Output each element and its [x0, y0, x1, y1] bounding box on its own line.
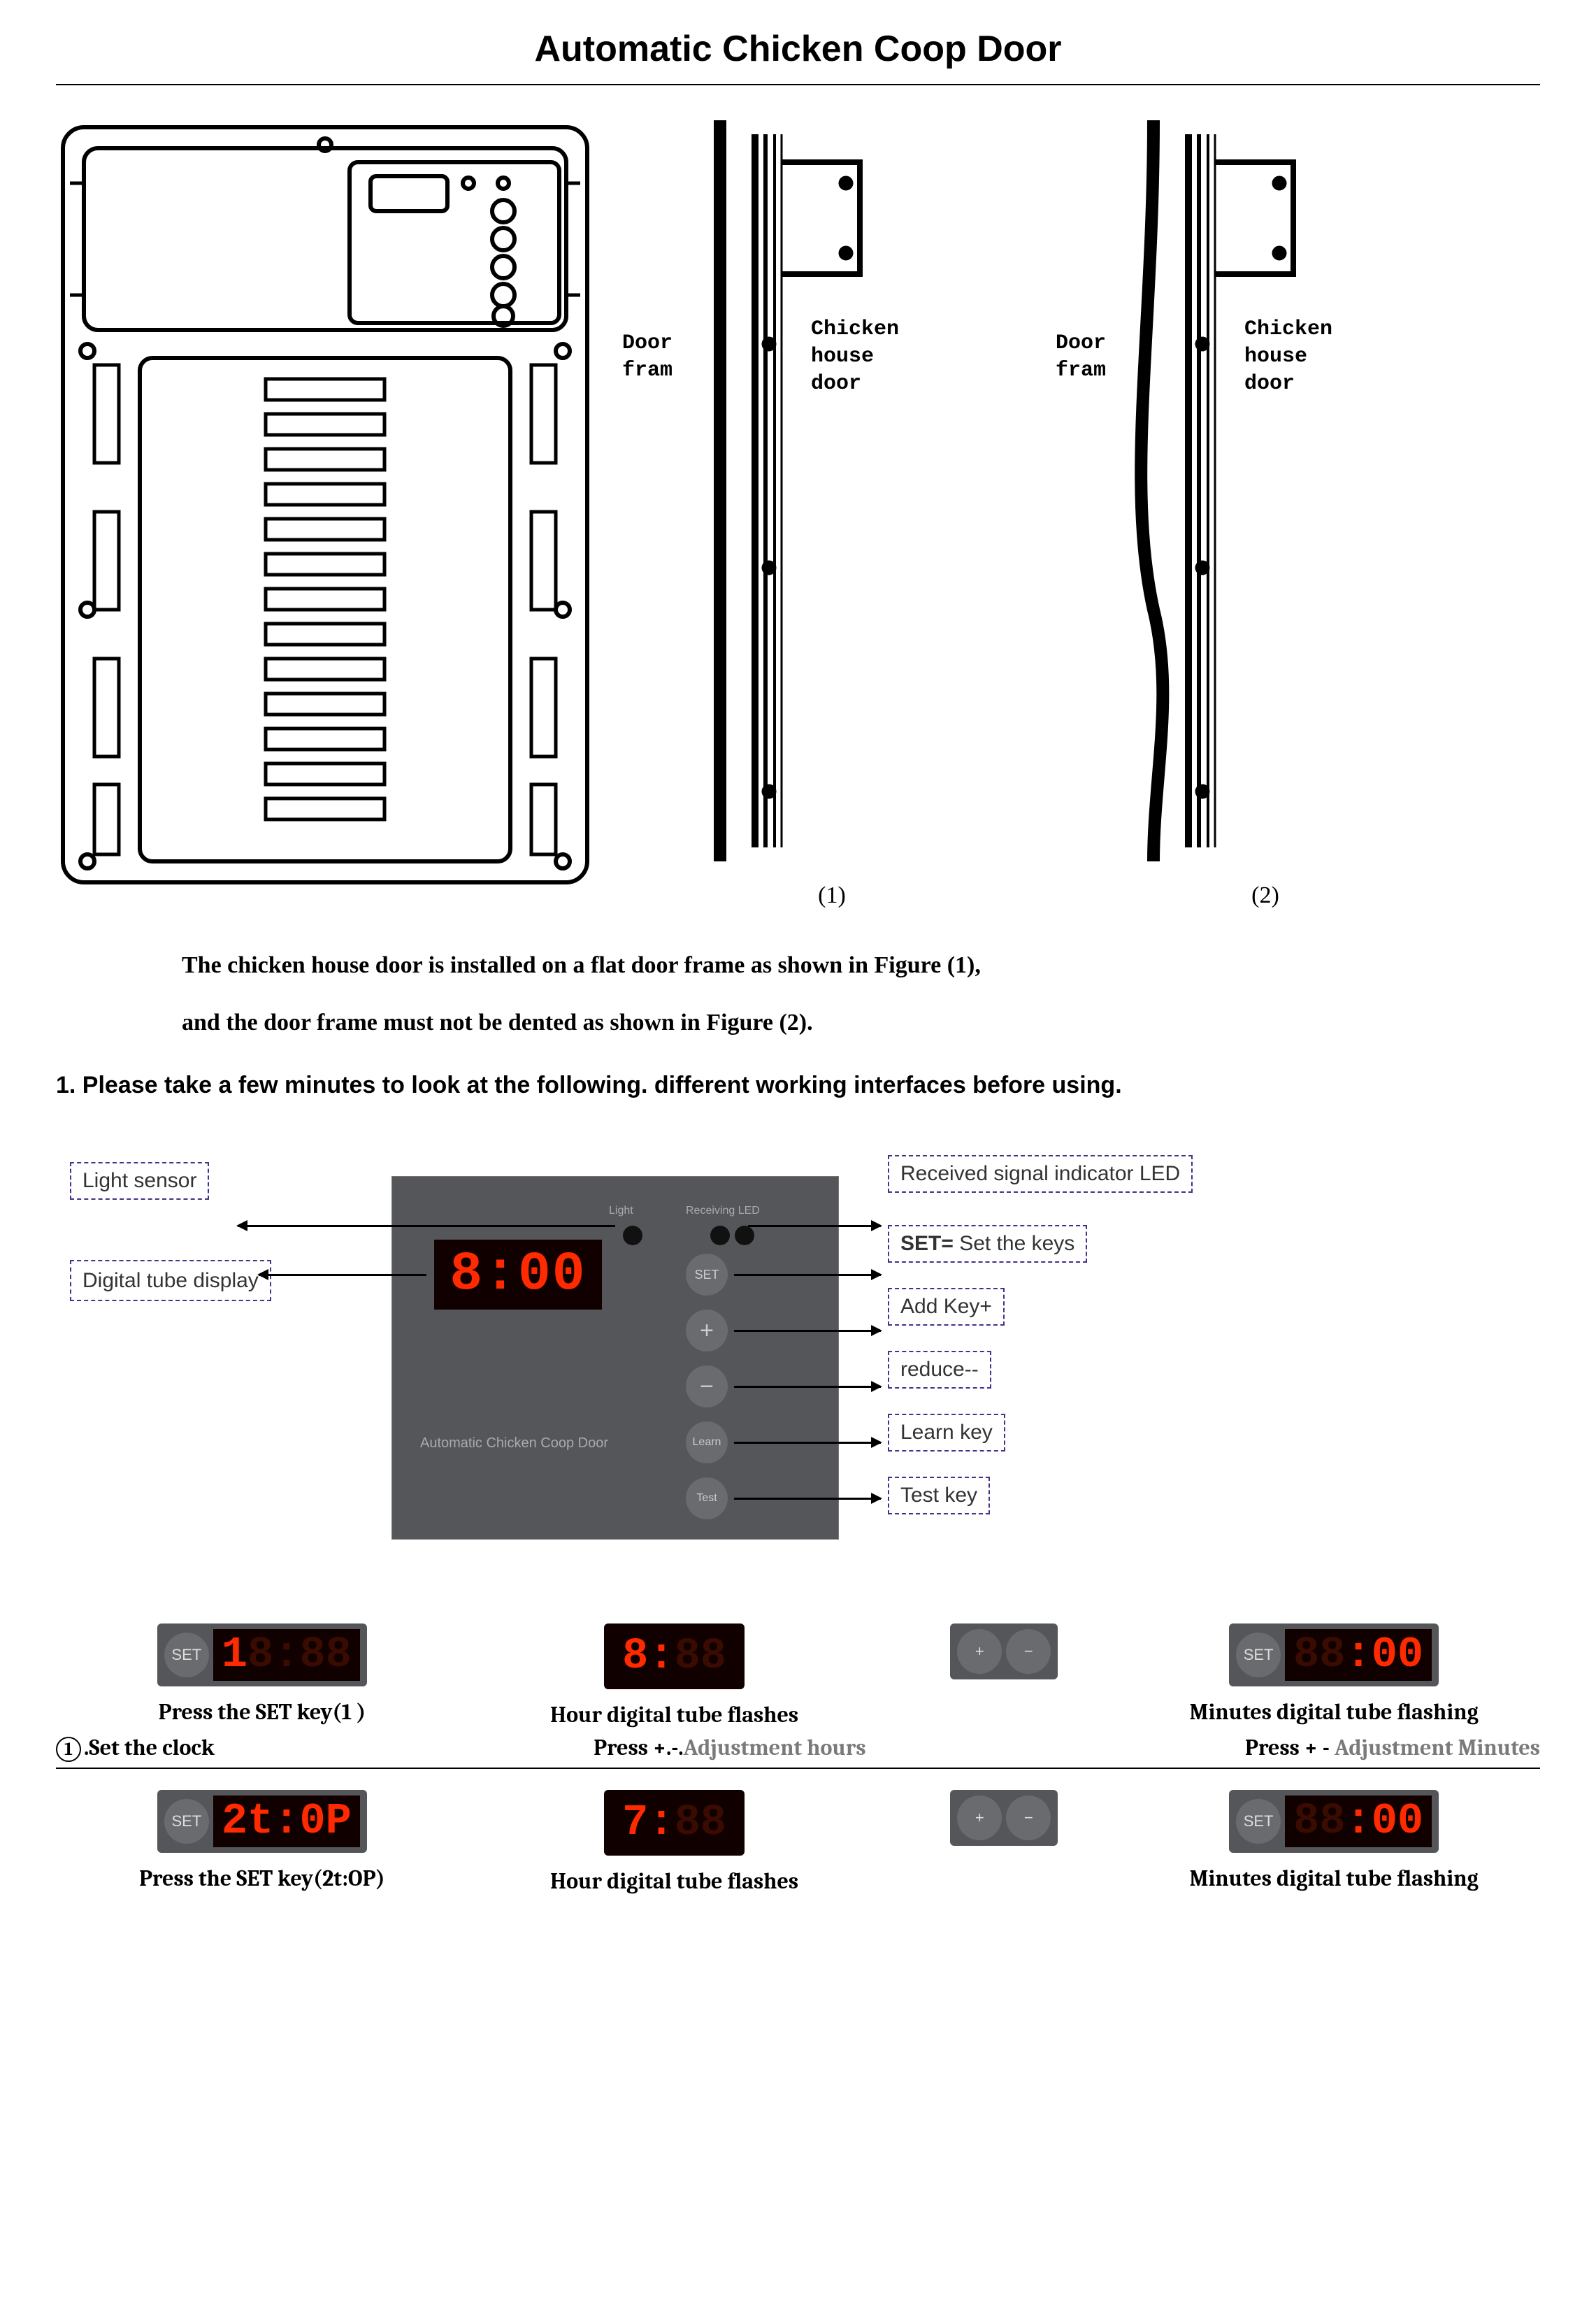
- r1c4-caption: Minutes digital tube flashing: [1128, 1699, 1540, 1725]
- r1c4-display: :00: [1346, 1630, 1424, 1679]
- learn-button[interactable]: Learn: [686, 1421, 728, 1463]
- receiving-label: Receiving LED: [686, 1205, 760, 1217]
- step1-cell1: SET 18:88 Press the SET key(1 ): [56, 1623, 468, 1725]
- callout-digital-tube: Digital tube display: [70, 1260, 271, 1301]
- r2c2-display: 7:: [622, 1798, 674, 1847]
- subrow-mid-bold: Press +.-.: [594, 1735, 684, 1761]
- callout-light-sensor: Light sensor: [70, 1162, 209, 1200]
- panel-brand-text: Automatic Chicken Coop Door: [420, 1435, 608, 1451]
- display-value: 8:00: [450, 1247, 586, 1302]
- r2c1-display: 2t:0P: [222, 1796, 352, 1846]
- receiving-led-dot: [710, 1226, 730, 1245]
- page-title: Automatic Chicken Coop Door: [56, 28, 1540, 85]
- panel-display: 8:00: [434, 1240, 602, 1310]
- panel-photo: 8:00 Light Receiving LED SET + − Learn T…: [391, 1176, 839, 1540]
- step2-cell2: 7:88 Hour digital tube flashes: [468, 1790, 881, 1894]
- receiving-led-dot-2: [735, 1226, 754, 1245]
- set-icon: SET: [1236, 1799, 1281, 1844]
- set-icon: SET: [164, 1799, 209, 1844]
- frame-label-2: Doorfram: [1056, 330, 1106, 385]
- plus-button[interactable]: +: [686, 1310, 728, 1352]
- subrow-right-grey: Adjustment Minutes: [1335, 1735, 1540, 1761]
- step2-cell1: SET 2t:0P Press the SET key(2t:OP): [56, 1790, 468, 1891]
- r1c2-display: 8:: [622, 1631, 674, 1681]
- steps-row-2: SET 2t:0P Press the SET key(2t:OP) 7:88 …: [56, 1790, 1540, 1894]
- plus-icon: +: [957, 1795, 1002, 1840]
- set-icon: SET: [1236, 1633, 1281, 1677]
- light-sensor-dot: [623, 1226, 642, 1245]
- frame-label-1: Doorfram: [622, 330, 673, 385]
- set-button[interactable]: SET: [686, 1254, 728, 1296]
- minus-icon: −: [1006, 1629, 1051, 1674]
- panel-callout-diagram: 8:00 Light Receiving LED SET + − Learn T…: [56, 1134, 1540, 1568]
- received-led-text: Received signal indicator LED: [900, 1162, 1180, 1185]
- fig-num-1: (1): [636, 882, 1028, 909]
- step2-cell3: + −: [880, 1790, 1128, 1858]
- section-1-heading: 1. Please take a few minutes to look at …: [56, 1072, 1540, 1099]
- steps-row-1: SET 18:88 Press the SET key(1 ) 8:88 Hou…: [56, 1623, 1540, 1728]
- front-view-diagram: [56, 120, 594, 889]
- r2c2-caption: Hour digital tube flashes: [468, 1868, 881, 1894]
- circle-num-1: 1: [56, 1737, 81, 1762]
- r1c1-display: 1: [222, 1630, 247, 1679]
- light-label: Light: [609, 1205, 633, 1217]
- subrow-left: 1.Set the clock: [56, 1735, 215, 1762]
- set-keys-text: Set the keys: [954, 1232, 1074, 1255]
- subrow-mid-grey: Adjustment hours: [684, 1735, 866, 1761]
- subrow-right: Press + - Adjustment Minutes: [1245, 1735, 1540, 1762]
- minus-icon: −: [1006, 1795, 1051, 1840]
- door-label-2: Chickenhousedoor: [1244, 316, 1332, 398]
- callout-reduce: reduce--: [888, 1351, 991, 1389]
- step1-cell3: + −: [880, 1623, 1128, 1692]
- door-label-1: Chickenhousedoor: [811, 316, 899, 398]
- callout-set-keys: SET= Set the keys: [888, 1225, 1087, 1263]
- step-subrow: 1.Set the clock Press +.-.Adjustment hou…: [56, 1735, 1540, 1769]
- set-icon: SET: [164, 1633, 209, 1677]
- callout-learn-key: Learn key: [888, 1414, 1005, 1451]
- diagrams-row: Doorfram Chickenhousedoor (1) Doorfra: [56, 120, 1540, 909]
- step1-cell2: 8:88 Hour digital tube flashes: [468, 1623, 881, 1728]
- step2-cell4: SET 88:00 Minutes digital tube flashing: [1128, 1790, 1540, 1891]
- install-line2: and the door frame must not be dented as…: [182, 994, 1540, 1052]
- plus-icon: +: [957, 1629, 1002, 1674]
- callout-add-key: Add Key+: [888, 1288, 1005, 1326]
- install-line1: The chicken house door is installed on a…: [182, 937, 1540, 994]
- fig-num-2: (2): [1070, 882, 1461, 909]
- r1c2-caption: Hour digital tube flashes: [468, 1702, 881, 1728]
- step1-cell4: SET 88:00 Minutes digital tube flashing: [1128, 1623, 1540, 1725]
- minus-button[interactable]: −: [686, 1365, 728, 1407]
- subrow-right-bold: Press + -: [1245, 1735, 1335, 1761]
- set-prefix: SET=: [900, 1232, 954, 1255]
- r1c1-caption: Press the SET key(1 ): [56, 1699, 468, 1725]
- side-view-1: Doorfram Chickenhousedoor (1): [636, 120, 1028, 909]
- callout-test-key: Test key: [888, 1477, 990, 1514]
- test-button[interactable]: Test: [686, 1477, 728, 1519]
- subrow-mid: Press +.-.Adjustment hours: [594, 1735, 865, 1762]
- callout-received-led: Received signal indicator LED: [888, 1155, 1193, 1193]
- side-view-2: Doorfram Chickenhousedoor (2): [1070, 120, 1461, 909]
- r2c4-display: :00: [1346, 1796, 1424, 1846]
- install-note: The chicken house door is installed on a…: [182, 937, 1540, 1051]
- r2c4-caption: Minutes digital tube flashing: [1128, 1865, 1540, 1891]
- r2c1-caption: Press the SET key(2t:OP): [56, 1865, 468, 1891]
- subrow-left-text: .Set the clock: [84, 1735, 215, 1761]
